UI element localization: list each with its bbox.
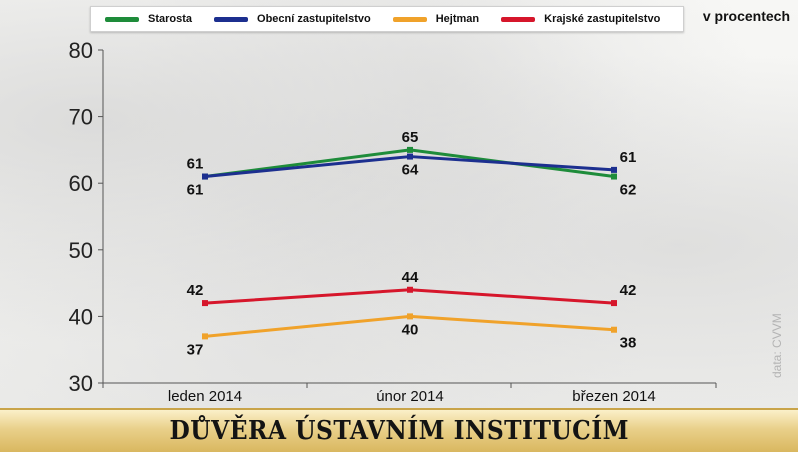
data-label: 61 — [620, 149, 637, 166]
y-tick-label: 80 — [69, 38, 93, 63]
legend-item-obecni-zastupitelstvo: Obecní zastupitelstvo — [214, 13, 371, 25]
x-tick-label: leden 2014 — [168, 388, 242, 405]
line-chart: 30 40 50 60 70 80 leden 2014 únor 2014 březen 20… — [69, 38, 717, 405]
data-label: 44 — [402, 269, 419, 286]
data-label: 37 — [187, 341, 204, 358]
x-tick-label: březen 2014 — [572, 388, 655, 405]
data-point — [407, 313, 413, 320]
data-label: 42 — [187, 282, 204, 299]
legend-swatch — [214, 16, 249, 22]
y-tick-label: 40 — [69, 304, 93, 329]
legend-label: Hejtman — [435, 13, 480, 25]
legend: Starosta Obecní zastupitelstvo Hejtman K… — [90, 6, 684, 32]
y-tick-label: 30 — [69, 371, 93, 396]
data-point — [407, 286, 413, 293]
legend-label: Obecní zastupitelstvo — [257, 13, 371, 25]
legend-item-starosta: Starosta — [105, 13, 192, 25]
data-point — [202, 173, 208, 180]
data-label: 38 — [620, 335, 637, 352]
data-point — [202, 300, 208, 307]
data-point — [611, 166, 617, 173]
data-point — [611, 300, 617, 307]
legend-swatch — [105, 16, 139, 22]
footer-banner: DŮVĚRA ÚSTAVNÍM INSTITUCÍM — [0, 408, 798, 452]
data-label: 61 — [187, 182, 204, 199]
legend-swatch — [392, 16, 427, 22]
chart-background — [0, 0, 798, 408]
data-point — [407, 153, 413, 160]
legend-item-hejtman: Hejtman — [392, 13, 480, 25]
x-tick-label: únor 2014 — [376, 388, 444, 405]
unit-label: v procentech — [702, 8, 790, 24]
y-tick-label: 50 — [69, 238, 93, 263]
legend-label: Starosta — [148, 13, 193, 25]
y-tick-label: 70 — [69, 105, 93, 130]
legend-item-krajske-zastupitelstvo: Krajské zastupitelstvo — [501, 13, 660, 25]
data-point — [407, 146, 413, 153]
legend-label: Krajské zastupitelstvo — [544, 13, 661, 25]
data-label: 42 — [620, 282, 637, 299]
data-label: 61 — [187, 156, 204, 173]
data-label: 65 — [402, 129, 419, 146]
data-label: 40 — [402, 321, 419, 338]
data-label: 62 — [620, 182, 637, 199]
chart-title: DŮVĚRA ÚSTAVNÍM INSTITUCÍM — [169, 416, 629, 446]
y-tick-label: 60 — [69, 171, 93, 196]
data-label: 64 — [402, 162, 419, 179]
source-label: data: CVVM — [770, 313, 784, 378]
data-point — [611, 326, 617, 333]
data-point — [202, 333, 208, 340]
legend-swatch — [501, 16, 536, 22]
data-point — [611, 173, 617, 180]
